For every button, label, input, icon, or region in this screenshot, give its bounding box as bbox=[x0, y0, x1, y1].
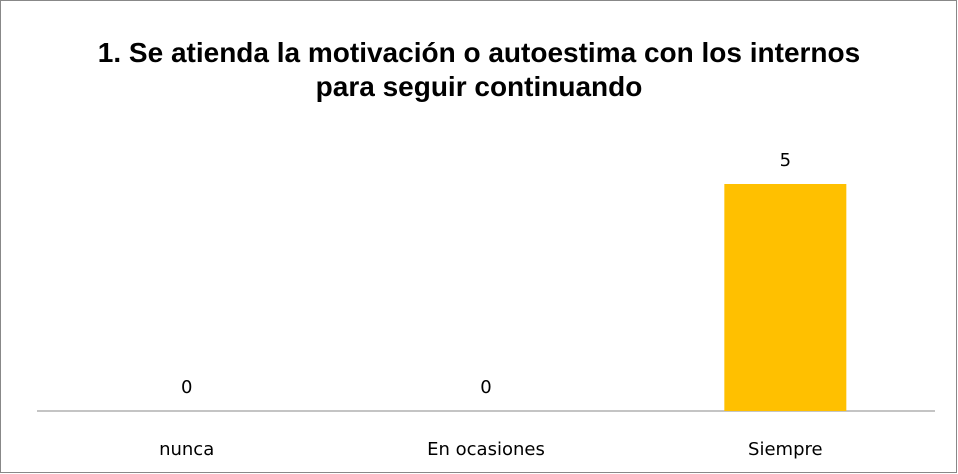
data-label: 0 bbox=[181, 377, 192, 398]
bar bbox=[724, 184, 847, 411]
data-label: 0 bbox=[480, 377, 491, 398]
x-tick-label: Siempre bbox=[748, 439, 823, 460]
data-label: 5 bbox=[780, 150, 791, 171]
x-tick-label: nunca bbox=[159, 439, 214, 460]
x-tick-label: En ocasiones bbox=[427, 439, 545, 460]
chart-title: 1. Se atienda la motivación o autoestima… bbox=[97, 37, 861, 102]
